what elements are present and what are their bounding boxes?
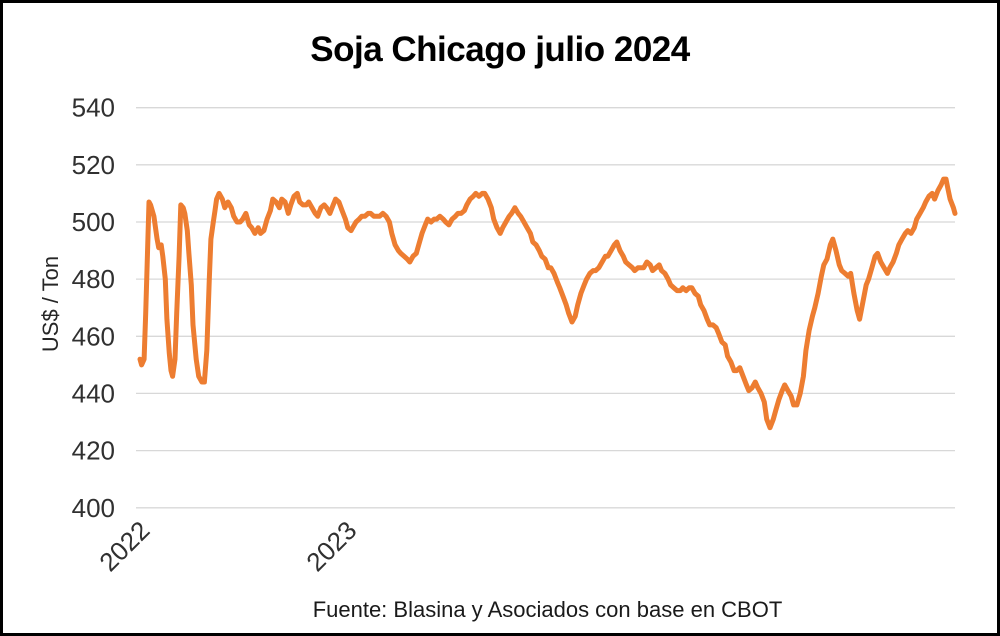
x-tick-label: 2023 xyxy=(300,515,362,577)
x-tick-label: 2022 xyxy=(93,515,155,577)
chart-title: Soja Chicago julio 2024 xyxy=(310,30,690,69)
y-tick-label: 460 xyxy=(72,321,115,351)
y-tick-label: 500 xyxy=(72,207,115,237)
y-tick-label: 420 xyxy=(72,436,115,466)
y-tick-label: 540 xyxy=(72,93,115,123)
source-note: Fuente: Blasina y Asociados con base en … xyxy=(312,597,783,622)
price-line xyxy=(137,176,958,431)
y-tick-label: 480 xyxy=(72,264,115,294)
y-tick-label: 520 xyxy=(72,150,115,180)
y-tick-label: 400 xyxy=(72,493,115,523)
y-tick-label: 440 xyxy=(72,378,115,408)
